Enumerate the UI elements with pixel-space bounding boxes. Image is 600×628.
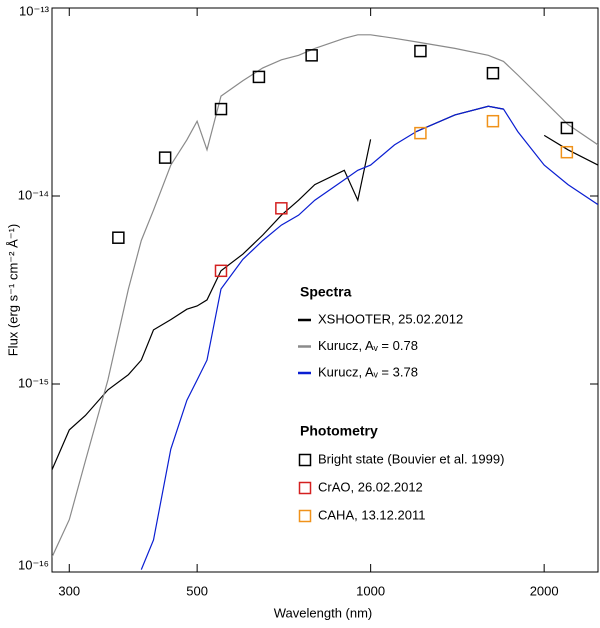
legend-title: Spectra — [300, 284, 352, 300]
y-tick-label: 10⁻¹⁶ — [18, 557, 49, 572]
y-tick-label: 10⁻¹³ — [19, 3, 50, 18]
photometry-point — [214, 264, 228, 278]
x-tick-label: 2000 — [530, 583, 559, 598]
photometry-point — [275, 202, 288, 215]
photometry-point — [305, 49, 318, 62]
photometry-point — [414, 126, 427, 140]
legend-label: CrAO, 26.02.2012 — [318, 479, 423, 494]
legend-label: Kurucz, Aᵥ = 0.78 — [318, 338, 418, 353]
x-tick-label: 500 — [186, 583, 208, 598]
legend-marker — [298, 481, 312, 495]
photometry-point — [112, 231, 125, 244]
plot-area — [52, 34, 598, 570]
photometry-point — [560, 121, 574, 135]
x-tick-label: 300 — [58, 583, 80, 598]
y-tick-label: 10⁻¹⁵ — [18, 375, 49, 390]
y-axis-label: Flux (erg s⁻¹ cm⁻² Å⁻¹) — [5, 224, 20, 357]
x-tick-label: 1000 — [356, 583, 385, 598]
legend-title: Photometry — [300, 423, 378, 439]
photometry-point — [486, 66, 500, 80]
photometry-point — [414, 44, 427, 58]
photometry-point — [252, 70, 266, 84]
x-axis-label: Wavelength (nm) — [274, 605, 373, 620]
photometry-point — [560, 145, 574, 159]
photometry-point — [214, 102, 228, 116]
spectrum-line — [140, 105, 598, 570]
spectrum-line — [52, 34, 598, 558]
photometry-point — [486, 114, 500, 128]
legend-label: Kurucz, Aᵥ = 3.78 — [318, 364, 418, 379]
legend-marker — [298, 453, 312, 467]
legend-label: Bright state (Bouvier et al. 1999) — [318, 451, 504, 466]
legend-label: CAHA, 13.12.2011 — [318, 507, 425, 522]
plot-frame — [51, 7, 599, 573]
photometry-point — [158, 151, 172, 164]
legend-marker — [298, 509, 312, 523]
y-tick-label: 10⁻¹⁴ — [18, 187, 49, 202]
legend-label: XSHOOTER, 25.02.2012 — [318, 311, 463, 326]
